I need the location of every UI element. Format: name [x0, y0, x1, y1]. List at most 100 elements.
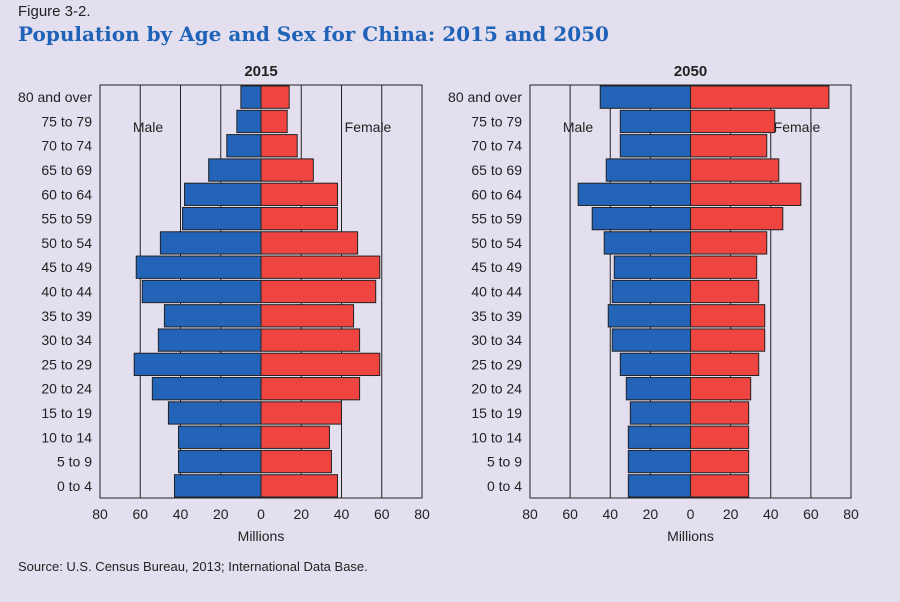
x-tick-label: 0: [257, 506, 265, 522]
male-bar: [226, 134, 262, 158]
female-bar: [260, 134, 298, 158]
age-label: 15 to 19: [41, 405, 92, 421]
age-label: 45 to 49: [471, 259, 522, 275]
male-bar: [133, 352, 262, 377]
x-tick-label: 20: [723, 506, 739, 522]
age-label: 5 to 9: [487, 454, 522, 470]
female-bar: [690, 401, 750, 425]
female-bar: [690, 304, 766, 328]
age-label: 10 to 14: [471, 429, 522, 445]
female-bar: [260, 401, 342, 425]
x-tick-label: 40: [763, 506, 779, 522]
male-bar: [607, 304, 692, 328]
x-tick-label: 40: [334, 506, 350, 522]
x-tick-label: 80: [522, 506, 538, 522]
age-label: 0 to 4: [487, 478, 522, 494]
female-bar: [690, 231, 768, 255]
male-bar: [611, 328, 691, 352]
age-label: 30 to 34: [41, 332, 92, 348]
male-bar: [173, 474, 262, 498]
female-bar: [690, 134, 768, 158]
series-label-male: Male: [563, 119, 594, 135]
age-label: 55 to 59: [41, 211, 92, 227]
female-bar: [260, 425, 330, 449]
series-label-female: Female: [774, 119, 821, 135]
x-tick-label: 40: [602, 506, 618, 522]
age-label: 20 to 24: [471, 381, 522, 397]
male-bar: [619, 352, 691, 377]
male-bar: [163, 304, 262, 328]
age-label: 25 to 29: [41, 356, 92, 372]
age-label: 50 to 54: [41, 235, 92, 251]
x-tick-label: 60: [374, 506, 390, 522]
panel-title: 2015: [244, 63, 277, 80]
male-bar: [627, 425, 692, 449]
male-bar: [157, 328, 262, 352]
male-bar: [613, 255, 692, 279]
age-label: 50 to 54: [471, 235, 522, 251]
female-bar: [690, 182, 802, 206]
male-bar: [577, 182, 692, 206]
female-bar: [260, 328, 361, 352]
x-tick-label: 60: [132, 506, 148, 522]
figure-title: Population by Age and Sex for China: 201…: [18, 22, 609, 46]
female-bar: [690, 377, 752, 401]
male-bar: [627, 474, 692, 498]
age-label: 60 to 64: [41, 186, 92, 202]
female-bar: [260, 182, 338, 206]
female-bar: [260, 255, 381, 279]
male-bar: [240, 85, 262, 109]
male-bar: [135, 255, 262, 279]
panel-title: 2050: [674, 63, 707, 80]
female-bar: [690, 85, 830, 109]
female-bar: [260, 304, 355, 328]
female-bar: [690, 328, 766, 352]
female-bar: [690, 206, 784, 231]
male-bar: [625, 377, 691, 401]
male-bar: [151, 377, 262, 401]
plot-frame: [99, 84, 423, 499]
age-label: 0 to 4: [57, 478, 92, 494]
x-tick-label: 60: [803, 506, 819, 522]
female-bar: [260, 449, 332, 474]
male-bar: [619, 134, 691, 158]
age-label: 40 to 44: [41, 284, 92, 300]
source-note: Source: U.S. Census Bureau, 2013; Intern…: [18, 559, 368, 574]
x-tick-label: 20: [643, 506, 659, 522]
male-bar: [236, 109, 262, 134]
age-label: 15 to 19: [471, 405, 522, 421]
female-bar: [260, 474, 338, 498]
age-label: 65 to 69: [471, 162, 522, 178]
x-axis-label: Millions: [667, 528, 714, 544]
x-tick-label: 20: [213, 506, 229, 522]
age-label: 45 to 49: [41, 259, 92, 275]
male-bar: [167, 401, 262, 425]
x-tick-label: 80: [92, 506, 108, 522]
female-bar: [690, 425, 750, 449]
age-label: 20 to 24: [41, 381, 92, 397]
male-bar: [182, 206, 262, 231]
male-bar: [184, 182, 262, 206]
age-label: 80 and over: [448, 89, 522, 105]
x-tick-label: 80: [414, 506, 430, 522]
male-bar: [603, 231, 692, 255]
male-bar: [629, 401, 691, 425]
female-bar: [260, 85, 290, 109]
x-tick-label: 80: [843, 506, 859, 522]
male-bar: [141, 279, 262, 304]
male-bar: [177, 425, 262, 449]
female-bar: [260, 377, 361, 401]
male-bar: [619, 109, 691, 134]
female-bar: [690, 255, 758, 279]
figure-label: Figure 3-2.: [18, 3, 91, 20]
male-bar: [591, 206, 691, 231]
male-bar: [611, 279, 691, 304]
age-label: 80 and over: [18, 89, 92, 105]
female-bar: [260, 352, 381, 377]
female-bar: [260, 206, 338, 231]
female-bar: [690, 158, 780, 182]
male-bar: [599, 85, 691, 109]
age-label: 10 to 14: [41, 429, 92, 445]
age-label: 55 to 59: [471, 211, 522, 227]
